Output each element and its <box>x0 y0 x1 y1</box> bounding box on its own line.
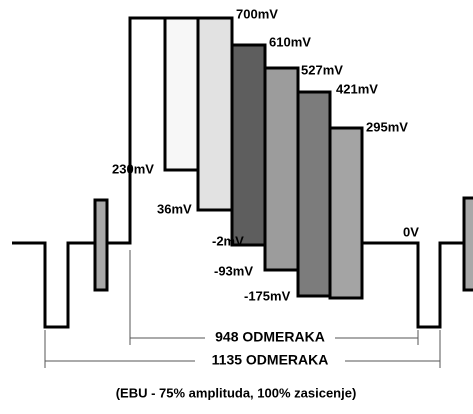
caption: (EBU - 75% amplituda, 100% zasicenje) <box>116 385 357 400</box>
dimension-label: 1135 ODMERAKA <box>212 352 329 368</box>
level-label: 421mV <box>336 81 378 96</box>
level-label: 700mV <box>236 6 278 21</box>
bar-yellow <box>163 16 200 172</box>
burst-left <box>93 198 109 292</box>
level-label: 0V <box>403 224 419 239</box>
bar-magenta <box>263 66 300 272</box>
bar-red <box>296 90 332 298</box>
bar-blue <box>328 126 364 300</box>
level-label: 230mV <box>112 161 154 176</box>
burst-right <box>462 196 473 292</box>
level-label: 36mV <box>157 201 192 216</box>
level-label: 610mV <box>269 34 311 49</box>
bar-green <box>230 43 267 247</box>
bar-cyan <box>196 16 234 212</box>
level-label: -175mV <box>244 288 291 303</box>
dimension-label: 948 ODMERAKA <box>215 329 325 345</box>
level-label: 295mV <box>366 119 408 134</box>
level-label: -93mV <box>214 263 253 278</box>
level-label: -2mV <box>212 233 244 248</box>
sync-white <box>12 16 165 329</box>
level-label: 527mV <box>301 62 343 77</box>
sync-right <box>362 241 465 329</box>
